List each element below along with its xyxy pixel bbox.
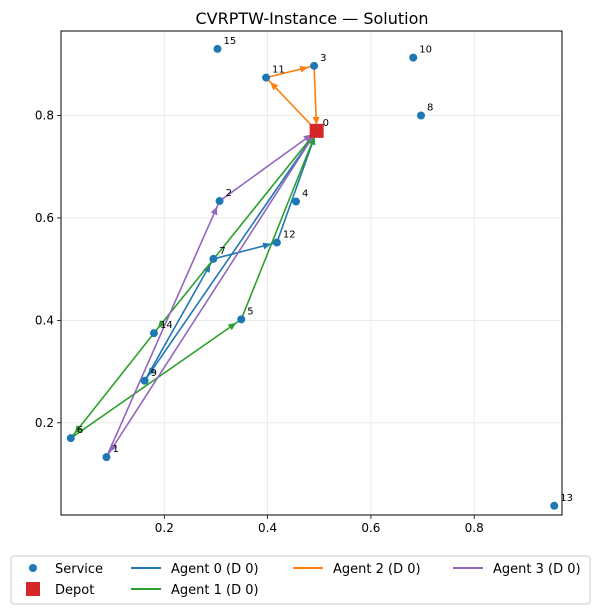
chart-title: CVRPTW-Instance — Solution xyxy=(195,9,428,28)
route-arrowhead xyxy=(262,242,272,250)
node-label: 8 xyxy=(427,103,433,114)
service-point xyxy=(237,315,246,324)
route-segment xyxy=(153,130,318,334)
node-label: 4 xyxy=(302,189,308,200)
route-arrowhead xyxy=(210,206,218,216)
service-point xyxy=(409,53,418,62)
service-point xyxy=(209,254,218,263)
node-label: 7 xyxy=(219,246,225,257)
node-label: 13 xyxy=(560,493,573,504)
legend-depot-label: Depot xyxy=(55,583,94,598)
node-label: 1 xyxy=(112,444,118,455)
service-point xyxy=(149,329,158,338)
legend-entry-agent-1: Agent 1 (D 0) xyxy=(131,583,259,598)
plot-background xyxy=(61,31,562,515)
service-point xyxy=(292,197,301,206)
service-point xyxy=(215,197,224,206)
legend-service-marker xyxy=(29,564,37,572)
node-label: 0 xyxy=(323,118,329,129)
node-label: 9 xyxy=(151,368,157,379)
x-tick-label: 0.2 xyxy=(155,521,174,535)
node-label: 5 xyxy=(247,306,253,317)
y-tick-label: 0.2 xyxy=(35,416,54,430)
y-tick-label: 0.6 xyxy=(35,211,54,225)
service-point xyxy=(310,61,319,70)
service-point xyxy=(550,501,559,510)
axes: 0.2 0.4 0.6 0.8 0.2 0.4 0.6 0.8 xyxy=(35,109,484,535)
node-label: 11 xyxy=(272,65,285,76)
legend-agent-1-label: Agent 1 (D 0) xyxy=(171,583,259,598)
legend: Service Depot Agent 0 (D 0) Agent 1 (D 0… xyxy=(10,555,591,605)
service-point xyxy=(213,44,222,53)
legend-entry-agent-3: Agent 3 (D 0) xyxy=(453,562,581,577)
service-point xyxy=(140,376,149,385)
legend-depot-marker xyxy=(26,582,40,596)
x-tick-label: 0.6 xyxy=(361,521,380,535)
legend-agent-2-label: Agent 2 (D 0) xyxy=(333,562,421,577)
routes xyxy=(70,65,320,458)
grid xyxy=(61,31,562,515)
route-arrowhead xyxy=(299,65,309,73)
legend-agent-0-label: Agent 0 (D 0) xyxy=(171,562,259,577)
node-label: 14 xyxy=(160,320,173,331)
service-point xyxy=(66,434,75,443)
node-label: 12 xyxy=(283,230,296,241)
service-point xyxy=(262,73,271,82)
route-arrowhead xyxy=(270,81,279,91)
route-arrowhead xyxy=(157,320,166,329)
x-tick-label: 0.8 xyxy=(465,521,484,535)
route-arrowhead xyxy=(312,116,320,125)
legend-entry-agent-0: Agent 0 (D 0) xyxy=(131,562,259,577)
route-segment xyxy=(70,332,155,439)
route-segment xyxy=(240,130,318,320)
legend-entry-service: Service xyxy=(29,562,103,577)
x-tick-label: 0.4 xyxy=(258,521,277,535)
service-point xyxy=(416,111,425,120)
service-nodes xyxy=(66,44,559,510)
route-segment xyxy=(143,258,215,382)
plot-frame xyxy=(60,30,563,516)
route-segment xyxy=(219,130,318,202)
route-arrowhead xyxy=(74,425,83,434)
y-tick-label: 0.4 xyxy=(35,313,54,327)
depot-marker xyxy=(309,123,324,138)
y-tick-label: 0.8 xyxy=(35,109,54,123)
legend-service-label: Service xyxy=(55,562,103,577)
node-label: 6 xyxy=(77,425,83,436)
route-segment xyxy=(105,130,318,458)
route-arrowhead xyxy=(308,136,315,146)
node-label: 15 xyxy=(223,36,236,47)
route-segment xyxy=(105,200,221,458)
route-arrowhead xyxy=(148,367,156,376)
service-point xyxy=(272,238,281,247)
route-agent-2 xyxy=(265,65,320,132)
route-arrowhead xyxy=(227,322,237,331)
node-label: 2 xyxy=(226,188,232,199)
node-label: 3 xyxy=(320,53,326,64)
legend-entry-agent-2: Agent 2 (D 0) xyxy=(293,562,421,577)
legend-agent-3-label: Agent 3 (D 0) xyxy=(493,562,581,577)
service-point xyxy=(102,453,111,462)
node-label: 10 xyxy=(419,45,432,56)
legend-entry-depot: Depot xyxy=(26,582,94,598)
route-agent-3 xyxy=(105,130,318,458)
route-segment xyxy=(144,130,318,382)
